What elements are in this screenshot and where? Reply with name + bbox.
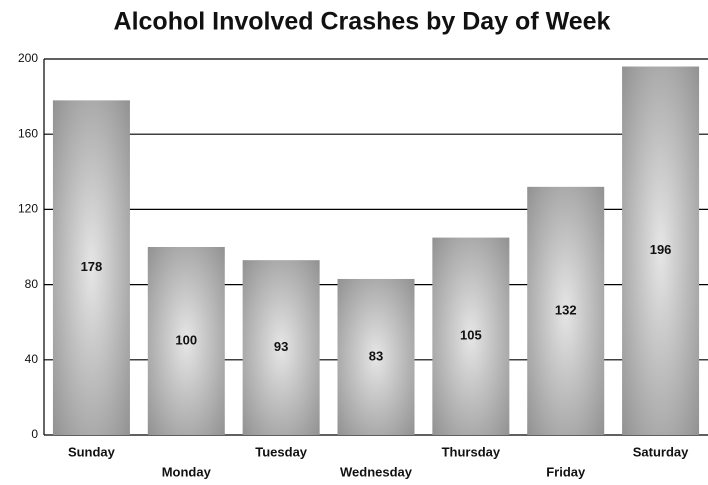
bar [242,260,320,435]
data-label: 83 [369,348,383,363]
y-tick-label: 0 [31,427,38,441]
chart-title: Alcohol Involved Crashes by Day of Week [114,8,611,36]
data-label: 178 [81,259,103,274]
bar [622,66,700,436]
x-tick-label: Tuesday [255,444,308,459]
y-tick-label: 160 [18,126,38,140]
bar [527,186,605,435]
data-label: 100 [175,332,197,347]
data-label: 196 [650,242,672,257]
bar [337,278,415,435]
y-tick-label: 120 [18,202,38,216]
y-tick-label: 80 [25,277,39,291]
data-label: 132 [555,302,577,317]
y-tick-label: 200 [18,51,38,65]
x-tick-label: Wednesday [340,464,413,479]
bar [432,237,510,435]
y-tick-label: 40 [25,352,39,366]
bar [147,247,225,435]
x-tick-label: Thursday [442,444,501,459]
bar [52,100,130,436]
x-tick-label: Monday [162,464,212,479]
x-tick-label: Saturday [633,444,689,459]
x-tick-label: Friday [546,464,586,479]
data-label: 105 [460,328,482,343]
data-label: 93 [274,339,288,354]
x-tick-label: Sunday [68,444,116,459]
